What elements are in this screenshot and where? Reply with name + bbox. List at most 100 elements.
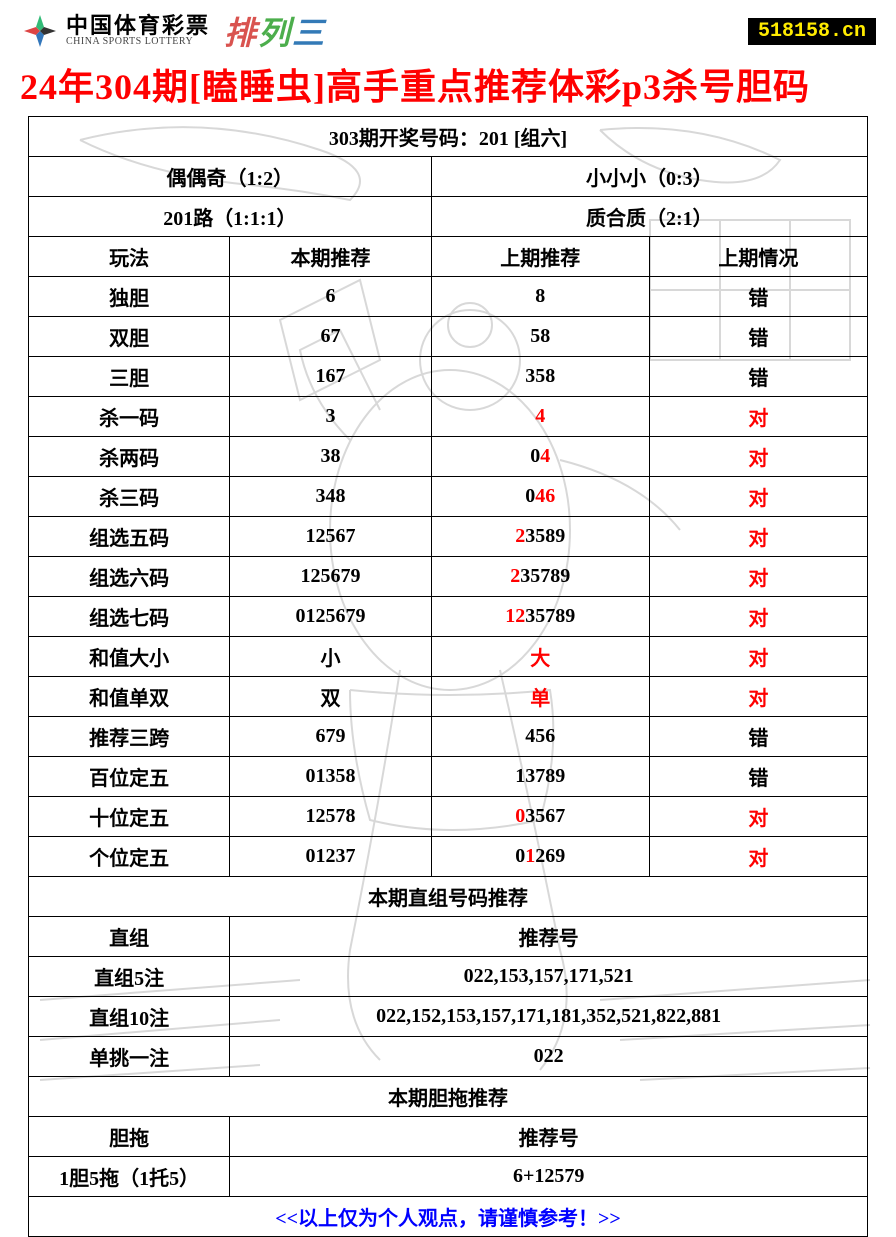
col-header: 玩法 — [29, 237, 230, 277]
play-name: 个位定五 — [29, 837, 230, 877]
prev-pick: 01269 — [431, 837, 649, 877]
result-cell: 错 — [649, 317, 867, 357]
prev-pick: 358 — [431, 357, 649, 397]
prev-pick: 58 — [431, 317, 649, 357]
current-pick: 01358 — [230, 757, 431, 797]
current-pick: 679 — [230, 717, 431, 757]
play-name: 杀一码 — [29, 397, 230, 437]
dantuo-title: 本期胆拖推荐 — [29, 1077, 868, 1117]
current-pick: 6 — [230, 277, 431, 317]
result-cell: 错 — [649, 357, 867, 397]
logo-block: 中国体育彩票 CHINA SPORTS LOTTERY 排 列 三 — [20, 8, 324, 54]
zhizu-value: 022 — [230, 1037, 868, 1077]
dantuo-header-value: 推荐号 — [230, 1117, 868, 1157]
prev-pick: 大 — [431, 637, 649, 677]
header: 中国体育彩票 CHINA SPORTS LOTTERY 排 列 三 518158… — [0, 0, 896, 58]
play-name: 杀两码 — [29, 437, 230, 477]
result-cell: 对 — [649, 437, 867, 477]
prev-pick: 4 — [431, 397, 649, 437]
table-row: 独胆68错 — [29, 277, 868, 317]
zhizu-header-value: 推荐号 — [230, 917, 868, 957]
footer-note: <<以上仅为个人观点，请谨慎参考！>> — [29, 1197, 868, 1237]
pailie-label: 排 列 三 — [224, 8, 324, 54]
table-row: 三胆167358错 — [29, 357, 868, 397]
zhizu-row: 直组5注022,153,157,171,521 — [29, 957, 868, 997]
zhizu-label: 直组5注 — [29, 957, 230, 997]
current-pick: 67 — [230, 317, 431, 357]
current-pick: 3 — [230, 397, 431, 437]
result-cell: 对 — [649, 477, 867, 517]
play-name: 十位定五 — [29, 797, 230, 837]
prev-pick: 23589 — [431, 517, 649, 557]
zhizu-row: 直组10注022,152,153,157,171,181,352,521,822… — [29, 997, 868, 1037]
zhizu-label: 单挑一注 — [29, 1037, 230, 1077]
result-cell: 对 — [649, 677, 867, 717]
current-pick: 12578 — [230, 797, 431, 837]
current-pick: 双 — [230, 677, 431, 717]
lottery-table: 303期开奖号码：201 [组六] 偶偶奇（1:2） 小小小（0:3） 201路… — [28, 116, 868, 1237]
current-pick: 167 — [230, 357, 431, 397]
result-cell: 对 — [649, 797, 867, 837]
summary-prime: 质合质（2:1） — [431, 197, 867, 237]
zhizu-row: 单挑一注022 — [29, 1037, 868, 1077]
current-pick: 01237 — [230, 837, 431, 877]
play-name: 组选七码 — [29, 597, 230, 637]
logo-en-text: CHINA SPORTS LOTTERY — [66, 37, 210, 47]
play-name: 和值大小 — [29, 637, 230, 677]
result-cell: 对 — [649, 397, 867, 437]
column-header-row: 玩法 本期推荐 上期推荐 上期情况 — [29, 237, 868, 277]
prev-pick: 单 — [431, 677, 649, 717]
col-header: 本期推荐 — [230, 237, 431, 277]
prev-pick: 13789 — [431, 757, 649, 797]
dantuo-header-label: 胆拖 — [29, 1117, 230, 1157]
summary-size: 小小小（0:3） — [431, 157, 867, 197]
table-row: 和值大小小大对 — [29, 637, 868, 677]
result-cell: 对 — [649, 837, 867, 877]
summary-route: 201路（1:1:1） — [29, 197, 432, 237]
prev-pick: 235789 — [431, 557, 649, 597]
current-pick: 小 — [230, 637, 431, 677]
result-cell: 对 — [649, 637, 867, 677]
result-cell: 对 — [649, 517, 867, 557]
result-cell: 对 — [649, 597, 867, 637]
prev-pick: 456 — [431, 717, 649, 757]
result-cell: 错 — [649, 277, 867, 317]
table-row: 组选五码1256723589对 — [29, 517, 868, 557]
site-badge: 518158.cn — [748, 18, 876, 45]
prev-pick: 8 — [431, 277, 649, 317]
table-row: 百位定五0135813789错 — [29, 757, 868, 797]
table-row: 组选六码125679235789对 — [29, 557, 868, 597]
prev-pick: 046 — [431, 477, 649, 517]
table-row: 十位定五1257803567对 — [29, 797, 868, 837]
zhizu-label: 直组10注 — [29, 997, 230, 1037]
page-title: 24年304期[瞌睡虫]高手重点推荐体彩p3杀号胆码 — [0, 58, 896, 116]
current-pick: 348 — [230, 477, 431, 517]
dantuo-value: 6+12579 — [230, 1157, 868, 1197]
play-name: 三胆 — [29, 357, 230, 397]
play-name: 百位定五 — [29, 757, 230, 797]
dantuo-label: 1胆5拖（1托5） — [29, 1157, 230, 1197]
play-name: 双胆 — [29, 317, 230, 357]
table-row: 和值单双双单对 — [29, 677, 868, 717]
zhizu-title: 本期直组号码推荐 — [29, 877, 868, 917]
play-name: 独胆 — [29, 277, 230, 317]
summary-odd-even: 偶偶奇（1:2） — [29, 157, 432, 197]
result-cell: 对 — [649, 557, 867, 597]
table-row: 杀两码3804对 — [29, 437, 868, 477]
table-row: 推荐三跨679456错 — [29, 717, 868, 757]
play-name: 和值单双 — [29, 677, 230, 717]
current-pick: 125679 — [230, 557, 431, 597]
table-row: 双胆6758错 — [29, 317, 868, 357]
zhizu-header-label: 直组 — [29, 917, 230, 957]
play-name: 杀三码 — [29, 477, 230, 517]
play-name: 组选六码 — [29, 557, 230, 597]
zhizu-value: 022,152,153,157,171,181,352,521,822,881 — [230, 997, 868, 1037]
dantuo-row: 1胆5拖（1托5）6+12579 — [29, 1157, 868, 1197]
draw-info: 303期开奖号码：201 [组六] — [29, 117, 868, 157]
prev-pick: 04 — [431, 437, 649, 477]
play-name: 推荐三跨 — [29, 717, 230, 757]
col-header: 上期情况 — [649, 237, 867, 277]
table-row: 杀三码348046对 — [29, 477, 868, 517]
current-pick: 0125679 — [230, 597, 431, 637]
table-row: 杀一码34对 — [29, 397, 868, 437]
